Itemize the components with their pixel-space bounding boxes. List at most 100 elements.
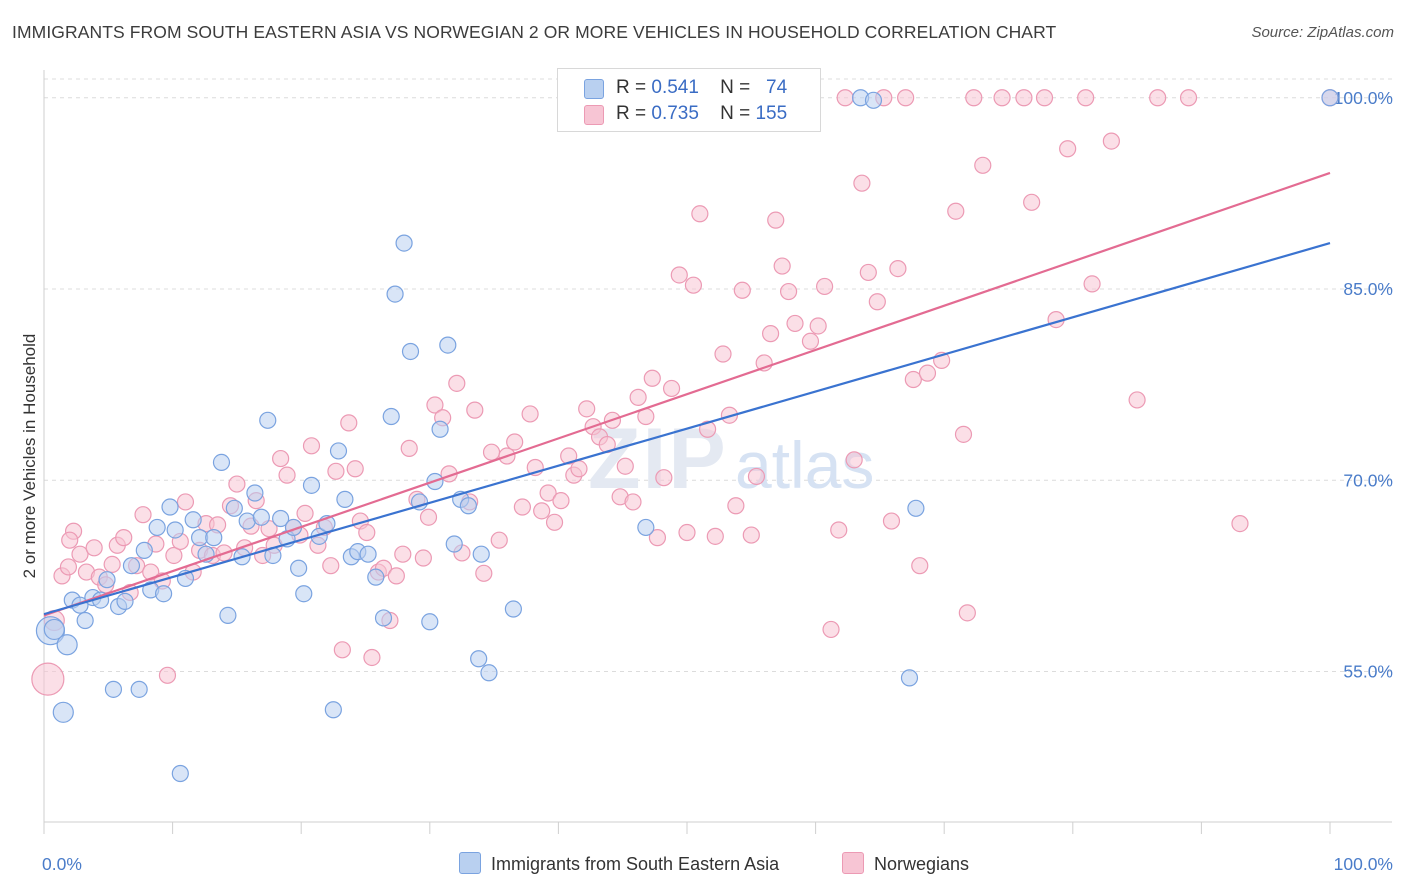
sea-point [472,545,490,563]
norwegians-point [333,641,351,659]
sea-point [98,571,116,589]
sea-point [290,559,308,577]
norwegians-point [678,523,696,542]
pink-swatch-icon [584,105,604,125]
norwegians-point [629,388,647,406]
norwegians-point [533,502,551,520]
norwegians-point [801,332,820,350]
norwegians-point [165,546,183,565]
norwegians-point [616,457,634,475]
norwegians-point [387,567,405,585]
r-value: 0.541 [651,77,699,98]
y-tick-label: 100.0% [1334,88,1393,108]
norwegians-points [31,89,1339,696]
norwegians-point [426,396,444,414]
norwegians-point [859,263,877,282]
y-tick-label: 85.0% [1343,279,1393,299]
norwegians-point [747,467,766,486]
norwegians-point [1179,89,1198,107]
sea-point [166,521,184,539]
legend-label-sea: Immigrants from South Eastern Asia [491,854,780,874]
norwegians-point [698,420,717,438]
norwegians-point [1023,193,1041,211]
sea-point [171,764,189,783]
sea-point [56,634,78,656]
gridlines [44,78,1392,672]
norwegians-point [545,513,564,531]
norwegians-point [71,545,89,563]
norwegians-point [506,433,524,451]
norwegians-point [889,260,907,278]
norwegians-point [346,460,364,478]
norwegians-point [539,484,557,502]
norwegians-point [1128,391,1146,409]
sea-point [324,701,342,719]
norwegians-point [31,662,65,696]
norwegians-point [918,364,937,382]
norwegians-point [816,277,834,296]
norwegians-point [684,276,703,294]
norwegians-point [1015,89,1033,107]
norwegians-point [954,425,973,443]
norwegians-point [272,449,290,468]
norwegians-point [761,325,780,343]
norwegians-point [570,460,588,478]
norwegians-point [779,282,798,301]
norwegians-point [691,205,709,223]
norwegians-point [475,564,493,582]
norwegians-point [1083,275,1101,293]
norwegians-point [882,512,901,530]
x-tick-label: 100.0% [1334,854,1393,874]
norwegians-point [513,498,531,516]
norwegians-point [419,508,438,526]
ticks: 55.0% 70.0% 85.0% 100.0% 0.0% 100.0% [42,88,1393,874]
norwegians-point [552,492,570,510]
sea-point [401,342,420,361]
sea-point [439,336,457,354]
sea-point [219,606,237,625]
sea-point [302,476,321,494]
sea-point [1321,89,1339,107]
norwegians-point [845,451,863,469]
sea-point [864,91,883,109]
norwegians-point [786,314,804,333]
norwegians-point [521,405,539,423]
sea-point [900,669,919,687]
norwegians-point [490,531,508,549]
norwegians-point [904,370,922,389]
sea-point [148,518,166,537]
y-axis-label: 2 or more Vehicles in Household [20,334,39,579]
sea-point [359,545,377,563]
norwegians-point [327,462,345,480]
sea-point [246,484,264,502]
sea-point [395,234,413,252]
sea-point [205,529,223,547]
norwegians-point [103,555,121,574]
norwegians-point [993,89,1011,107]
sea-point [154,585,173,603]
sea-point [135,541,153,559]
sea-point [480,664,498,682]
sea-point [504,600,522,618]
norwegians-point [714,345,732,363]
r-label: R = [616,77,647,98]
chart-title: IMMIGRANTS FROM SOUTH EASTERN ASIA VS NO… [12,22,1057,42]
sea-point [252,508,270,526]
norwegians-point [61,531,79,549]
norwegians-point [836,89,854,107]
sea-point [122,557,141,575]
norwegians-point [340,414,358,432]
norwegians-point [773,257,791,275]
sea-point [295,585,313,603]
norwegians-point [624,493,642,511]
norwegians-point [1035,89,1054,107]
x-tick-label: 0.0% [42,854,82,874]
norwegians-point [482,443,501,461]
norwegians-point [662,379,681,398]
source-credit: Source: ZipAtlas.com [1251,24,1394,41]
sea-point [212,453,231,471]
sea-point [272,509,290,528]
norwegians-point [560,447,578,465]
norwegians-point [302,437,321,455]
